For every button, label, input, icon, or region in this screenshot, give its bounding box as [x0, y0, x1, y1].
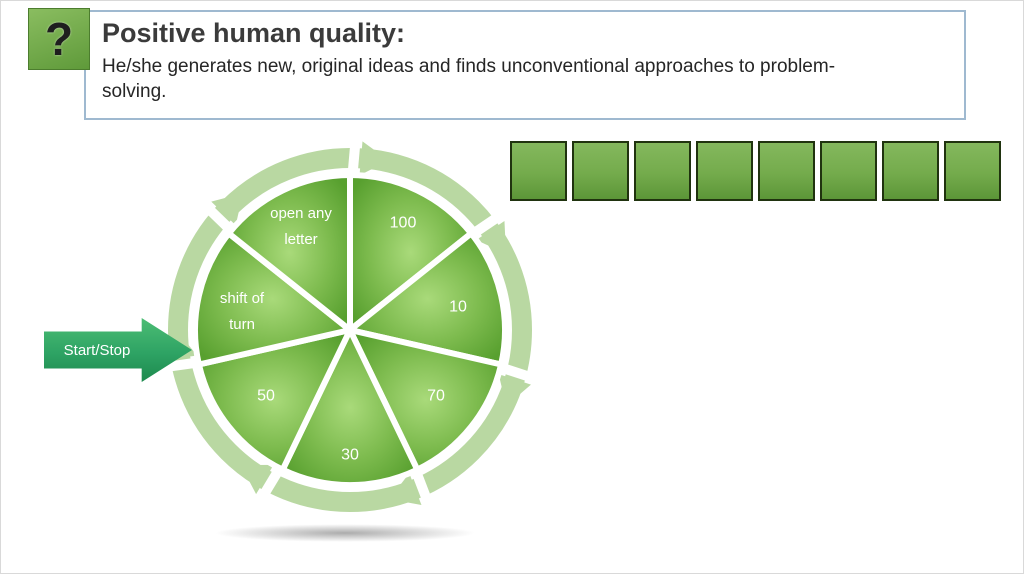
- wheel-segment-open-any-letter[interactable]: [225, 172, 353, 333]
- wheel-segment-shift-of-turn[interactable]: [192, 230, 353, 368]
- letter-box[interactable]: [634, 141, 691, 201]
- wheel-shadow: [214, 524, 476, 542]
- page-title: Positive human quality:: [102, 18, 406, 48]
- letter-box[interactable]: [510, 141, 567, 201]
- question-glyph: ?: [44, 13, 74, 65]
- header-body-text: He/she generates new, original ideas and…: [102, 55, 836, 103]
- letter-box[interactable]: [696, 141, 753, 201]
- letter-box[interactable]: [944, 141, 1001, 201]
- question-mark-icon: ?: [28, 8, 90, 70]
- wheel-segment-50[interactable]: [195, 327, 353, 473]
- rotation-arrowheads: [163, 141, 533, 506]
- wheel-segment-30[interactable]: [279, 327, 421, 489]
- wheel-segment-70[interactable]: [347, 327, 505, 473]
- header-box: Positive human quality: He/she generates…: [84, 10, 966, 120]
- letter-box[interactable]: [820, 141, 877, 201]
- letter-boxes: [510, 141, 1001, 201]
- start-stop-label: Start/Stop: [63, 341, 131, 359]
- letter-box[interactable]: [758, 141, 815, 201]
- wheel-segment-10[interactable]: [347, 230, 508, 368]
- prize-wheel[interactable]: 100 10 70 30 50 shift of turn open any l…: [150, 130, 550, 530]
- wheel-segment-100[interactable]: [347, 172, 475, 333]
- letter-box[interactable]: [882, 141, 939, 201]
- letter-box[interactable]: [572, 141, 629, 201]
- prize-wheel-graphic[interactable]: [150, 130, 550, 530]
